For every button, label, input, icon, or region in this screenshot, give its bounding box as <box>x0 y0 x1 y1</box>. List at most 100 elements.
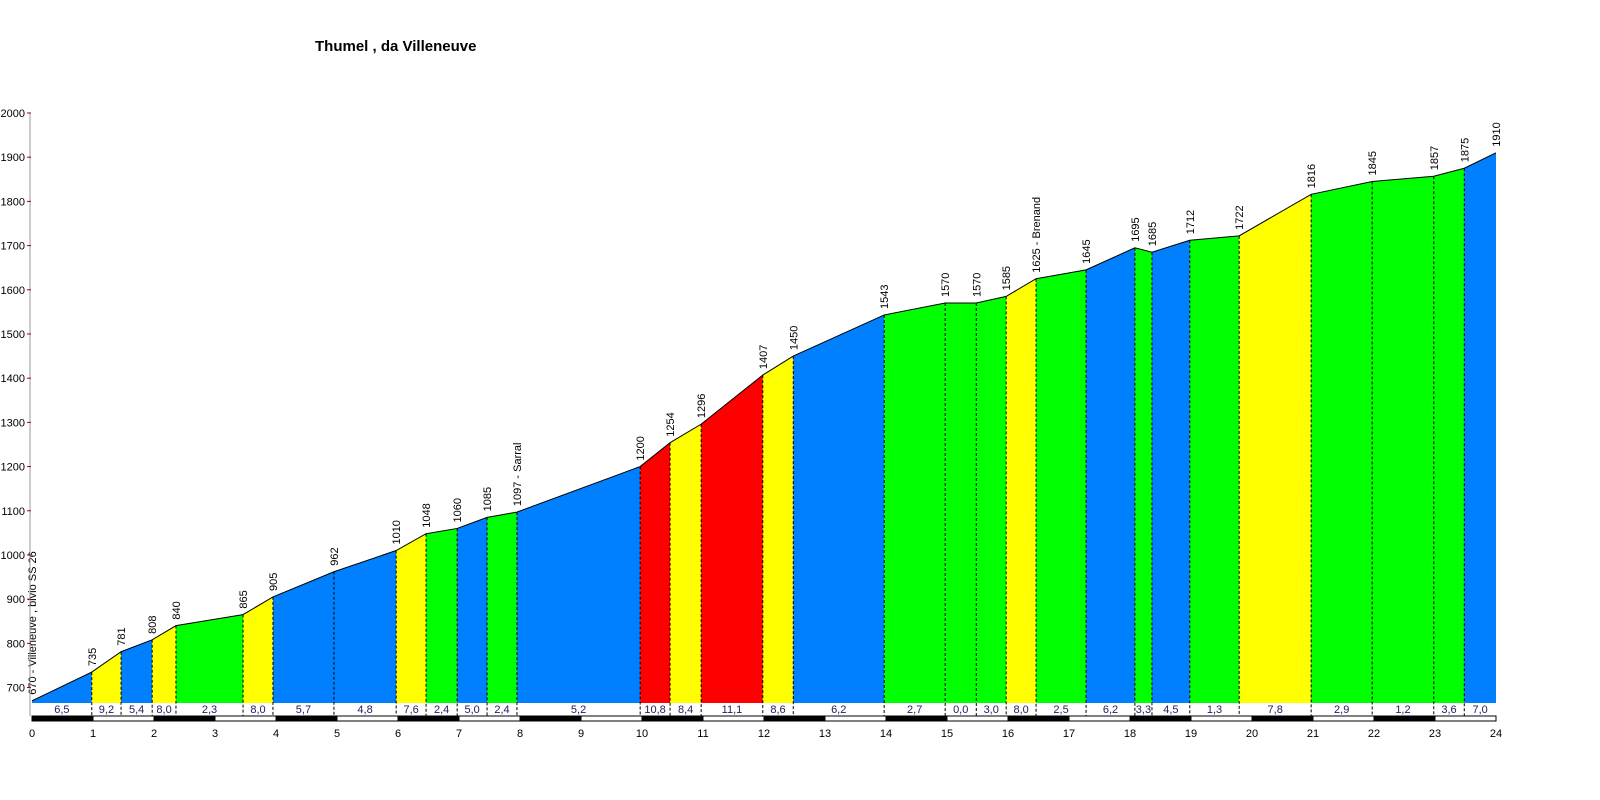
elevation-label: 1543 <box>879 284 891 308</box>
profile-segment <box>396 533 427 703</box>
profile-segment <box>487 512 517 703</box>
profile-segment <box>152 625 176 703</box>
elevation-label: 1450 <box>788 326 800 350</box>
profile-segment <box>1464 152 1496 704</box>
profile-segment <box>1372 176 1434 704</box>
elevation-label: 670 - Villeneuve , bivio SS 26 <box>27 551 39 695</box>
elevation-label: 905 <box>268 573 280 591</box>
x-tick-label: 11 <box>697 728 708 740</box>
elevation-label: 962 <box>329 547 341 565</box>
profile-segment <box>333 550 397 703</box>
elevation-label: 1010 <box>391 520 403 544</box>
gradient-label: 8,0 <box>1013 704 1028 716</box>
profile-segment <box>1151 240 1190 704</box>
profile-segment <box>670 424 702 703</box>
y-tick-label: 1700 <box>1 241 25 253</box>
profile-segment <box>1433 168 1465 704</box>
distance-scale-bar <box>1373 715 1436 722</box>
elevation-label: 1085 <box>482 487 494 511</box>
y-tick-label: 1900 <box>1 152 25 164</box>
elevation-label: 1845 <box>1367 151 1379 175</box>
gradient-label: 0,0 <box>953 704 968 716</box>
x-tick-label: 5 <box>334 728 340 740</box>
profile-segment <box>762 356 794 703</box>
elevation-label: 1695 <box>1130 217 1142 241</box>
elevation-label: 840 <box>171 601 183 619</box>
profile-segment <box>272 571 334 703</box>
gradient-label: 9,2 <box>99 704 114 716</box>
x-tick-label: 23 <box>1429 728 1441 740</box>
y-tick-label: 1500 <box>1 329 25 341</box>
y-tick-label: 1000 <box>1 550 25 562</box>
x-tick-label: 3 <box>212 728 218 740</box>
profile-segment <box>457 517 488 703</box>
gradient-label: 3,0 <box>984 704 999 716</box>
x-tick-label: 0 <box>29 728 35 740</box>
gradient-label: 3,6 <box>1441 704 1456 716</box>
gradient-label: 10,8 <box>644 704 665 716</box>
distance-scale-bar <box>641 715 704 722</box>
profile-segment <box>1006 278 1037 703</box>
x-tick-label: 19 <box>1185 728 1197 740</box>
gradient-label: 6,2 <box>1103 704 1118 716</box>
profile-segment <box>91 651 122 703</box>
distance-scale-bar <box>1007 715 1070 722</box>
elevation-label: 1712 <box>1185 210 1197 234</box>
profile-segment <box>884 303 946 703</box>
x-tick-label: 22 <box>1368 728 1380 740</box>
x-tick-label: 17 <box>1063 728 1075 740</box>
elevation-label: 1585 <box>1001 266 1013 290</box>
x-tick-label: 8 <box>517 728 523 740</box>
elevation-label: 735 <box>87 648 99 666</box>
gradient-label: 2,7 <box>907 704 922 716</box>
y-tick-label: 900 <box>7 594 25 606</box>
profile-segment <box>1311 181 1373 703</box>
gradient-label: 5,2 <box>571 704 586 716</box>
profile-segment <box>243 596 273 703</box>
gradient-label: 2,9 <box>1334 704 1349 716</box>
distance-scale-bar <box>336 715 399 722</box>
elevation-label: 1625 - Brenand <box>1031 197 1043 273</box>
elevation-label: 865 <box>238 590 250 608</box>
distance-scale-bar <box>1434 715 1497 722</box>
x-tick-label: 10 <box>636 728 648 740</box>
profile-segment <box>1036 269 1087 703</box>
y-tick-label: 800 <box>7 638 25 650</box>
profile-segment <box>426 528 458 703</box>
elevation-label: 1097 - Sarral <box>512 442 524 506</box>
profile-segment <box>1134 247 1152 703</box>
x-tick-label: 13 <box>819 728 831 740</box>
gradient-label: 3,3 <box>1136 704 1151 716</box>
x-tick-label: 9 <box>578 728 584 740</box>
x-tick-label: 14 <box>880 728 892 740</box>
gradient-label: 7,6 <box>403 704 418 716</box>
profile-segment <box>1239 194 1312 703</box>
x-tick-label: 7 <box>456 728 462 740</box>
gradient-label: 4,8 <box>357 704 372 716</box>
gradient-label: 2,4 <box>434 704 449 716</box>
distance-scale-bar <box>946 715 1009 722</box>
x-tick-label: 20 <box>1246 728 1258 740</box>
profile-segment <box>945 303 977 703</box>
x-tick-label: 2 <box>151 728 157 740</box>
y-tick-label: 1800 <box>1 196 25 208</box>
elevation-label: 781 <box>116 627 128 645</box>
distance-scale-bar <box>763 715 826 722</box>
gradient-label: 2,5 <box>1053 704 1068 716</box>
x-tick-label: 1 <box>90 728 96 740</box>
elevation-label: 1816 <box>1306 164 1318 188</box>
elevation-label: 1875 <box>1459 138 1471 162</box>
distance-scale-bar <box>31 715 94 722</box>
gradient-label: 8,0 <box>250 704 265 716</box>
elevation-label: 808 <box>147 615 159 633</box>
chart-title: Thumel , da Villeneuve <box>315 38 477 55</box>
elevation-label: 1048 <box>421 503 433 527</box>
distance-scale-bar <box>1190 715 1253 722</box>
distance-scale-bar <box>702 715 765 722</box>
y-tick-label: 700 <box>7 683 25 695</box>
elevation-label: 1685 <box>1147 222 1159 246</box>
distance-scale-bar <box>519 715 582 722</box>
gradient-label: 1,3 <box>1207 704 1222 716</box>
elevation-label: 1060 <box>452 498 464 522</box>
